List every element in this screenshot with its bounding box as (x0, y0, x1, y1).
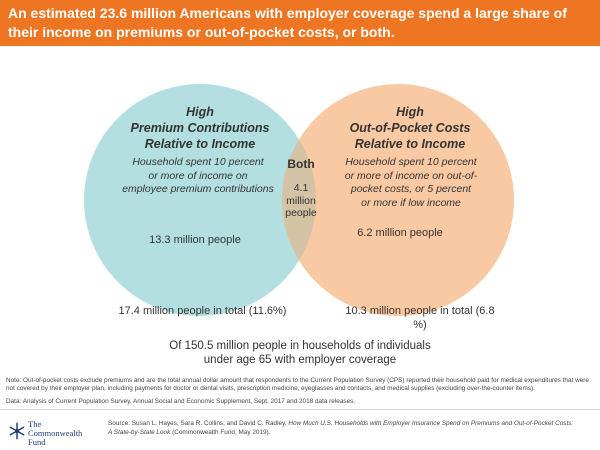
overlap-label: Both 4.1 million people (280, 157, 322, 220)
left-circle-count: 13.3 million people (149, 234, 241, 246)
right-desc-line4: or more if low income (361, 196, 461, 209)
footnote: Note: Out-of-pocket costs exclude premiu… (6, 377, 589, 393)
snowflake-icon (9, 422, 25, 440)
commonwealth-fund-logo: The Commonwealth Fund (8, 419, 82, 449)
left-circle-description: Household spent 10 percent or more of in… (100, 156, 296, 197)
left-desc-line2: or more of income on (148, 169, 248, 182)
header-banner: An estimated 23.6 million Americans with… (0, 0, 600, 46)
right-total-line1: 10.3 million people in total (6.8 (345, 305, 495, 317)
logo-line2: Commonwealth (28, 428, 83, 438)
left-title-line2: Premium Contributions (130, 121, 270, 135)
right-circle (282, 84, 514, 316)
logo-line1: The (28, 419, 42, 429)
overlap-title: Both (287, 157, 315, 171)
left-circle (84, 84, 316, 316)
left-desc-line1: Household spent 10 percent (132, 156, 264, 168)
overlap-unit: million (286, 194, 316, 207)
right-circle-count: 6.2 million people (357, 227, 443, 239)
logo-text: The Commonwealth Fund (28, 420, 82, 447)
universe-line1: Of 150.5 million people in households of… (169, 340, 431, 352)
population-universe: Of 150.5 million people in households of… (130, 339, 470, 367)
source-suffix: (Commonwealth Fund, May 2019). (170, 429, 271, 436)
source-citation: Source: Susan L. Hayes, Sara R. Collins,… (108, 419, 578, 437)
right-desc-line2: or more of income on out-of- (344, 169, 478, 182)
source-title: How Much U.S. Households with Employer I… (108, 420, 574, 436)
left-circle-title: High Premium Contributions Relative to I… (100, 104, 300, 152)
right-title-line3: Relative to Income (354, 137, 466, 151)
right-title-line2: Out-of-Pocket Costs (349, 121, 471, 135)
overlap-people: people (285, 207, 317, 219)
logo-line3: Fund (28, 437, 46, 447)
right-desc-line1: Household spent 10 percent (345, 156, 477, 168)
source-prefix: Source: Susan L. Hayes, Sara R. Collins,… (108, 420, 289, 427)
data-source-note: Data: Analysis of Current Population Sur… (6, 398, 356, 405)
left-title-line3: Relative to Income (144, 137, 256, 151)
footer-divider (0, 409, 600, 410)
right-desc-line3: pocket costs, or 5 percent (350, 183, 472, 195)
left-title-line1: High (186, 105, 214, 119)
left-total: 17.4 million people in total (11.6%) (118, 305, 287, 317)
right-total-line2: %) (413, 319, 427, 331)
right-circle-title: High Out-of-Pocket Costs Relative to Inc… (310, 104, 510, 152)
overlap-count: 4.1 (293, 182, 309, 194)
universe-line2: under age 65 with employer coverage (203, 354, 397, 366)
right-circle-description: Household spent 10 percent or more of in… (316, 156, 506, 210)
right-total: 10.3 million people in total (6.8 %) (320, 304, 520, 332)
page-title: An estimated 23.6 million Americans with… (8, 5, 567, 40)
left-desc-line3: employee premium contributions (122, 183, 274, 195)
right-title-line1: High (396, 105, 424, 119)
